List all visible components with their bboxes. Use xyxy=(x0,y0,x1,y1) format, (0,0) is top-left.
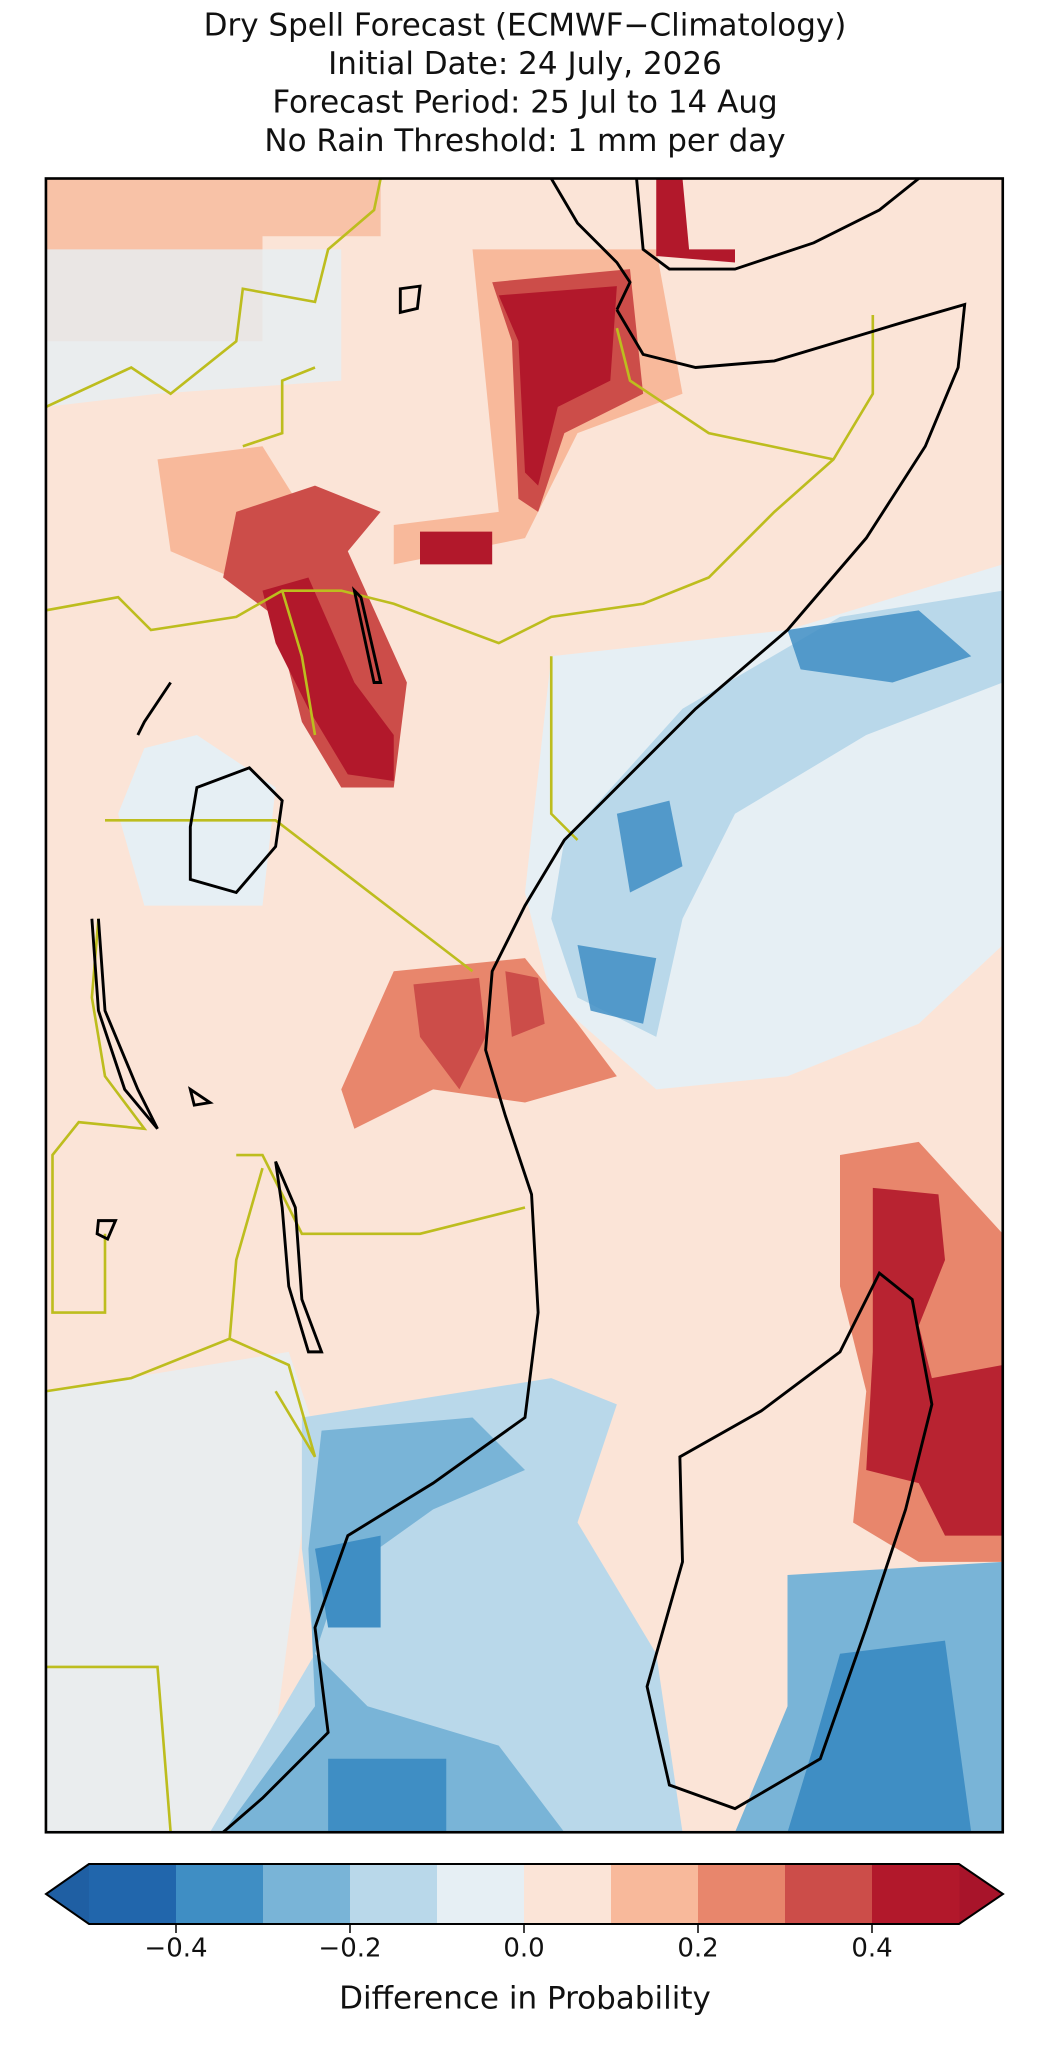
colorbar-tick-label: 0.0 xyxy=(503,1934,544,1964)
anomaly-patch xyxy=(551,590,1003,1037)
colorbar-segment xyxy=(263,1864,351,1924)
anomaly-patch xyxy=(223,1417,565,1833)
colorbar-tick-label: −0.2 xyxy=(318,1934,381,1964)
map xyxy=(44,177,1005,1834)
colorbar-segment xyxy=(437,1864,525,1924)
colorbar-segment xyxy=(524,1864,612,1924)
colorbar-extend-low xyxy=(46,1864,89,1924)
colorbar-tick-label: 0.4 xyxy=(851,1934,892,1964)
coastline xyxy=(90,178,967,1833)
anomaly-patch xyxy=(45,249,342,407)
colorbar-segment xyxy=(176,1864,264,1924)
colorbar: −0.4 −0.2 0.0 0.2 0.4 xyxy=(44,1863,1005,1964)
colorbar-tick-label: −0.4 xyxy=(144,1934,207,1964)
anomaly-patch xyxy=(315,1535,447,1833)
anomaly-patch xyxy=(656,178,735,263)
anomaly-patch xyxy=(45,1351,315,1833)
anomaly-patch xyxy=(866,1187,1003,1536)
chart-title-line: Initial Date: 24 July, 2026 xyxy=(328,46,722,82)
map-field xyxy=(45,178,1003,1833)
colorbar-extend-high xyxy=(959,1864,1003,1924)
colorbar-outline xyxy=(44,1863,1005,1925)
colorbar-segment xyxy=(611,1864,699,1924)
anomaly-patch xyxy=(787,1640,972,1833)
map-frame xyxy=(44,177,1005,1834)
colorbar-segment xyxy=(785,1864,873,1924)
title-block: Dry Spell Forecast (ECMWF−Climatology)In… xyxy=(204,8,847,160)
chart-title-line: Forecast Period: 25 Jul to 14 Aug xyxy=(272,85,777,121)
anomaly-patch xyxy=(577,610,972,1024)
colorbar-segment xyxy=(872,1864,960,1924)
colorbar-label: Difference in Probability xyxy=(339,1981,711,2017)
anomaly-patch xyxy=(420,531,493,565)
anomaly-patch xyxy=(498,286,617,486)
anomaly-patch xyxy=(262,577,394,781)
colorbar-segment xyxy=(698,1864,786,1924)
anomaly-patch xyxy=(413,971,545,1090)
colorbar-segment xyxy=(89,1864,177,1924)
chart-title-line: Dry Spell Forecast (ECMWF−Climatology) xyxy=(204,8,847,44)
borders xyxy=(45,178,875,1833)
colorbar-segment xyxy=(350,1864,438,1924)
chart-title-line: No Rain Threshold: 1 mm per day xyxy=(264,123,785,159)
colorbar-tick-label: 0.2 xyxy=(677,1934,718,1964)
